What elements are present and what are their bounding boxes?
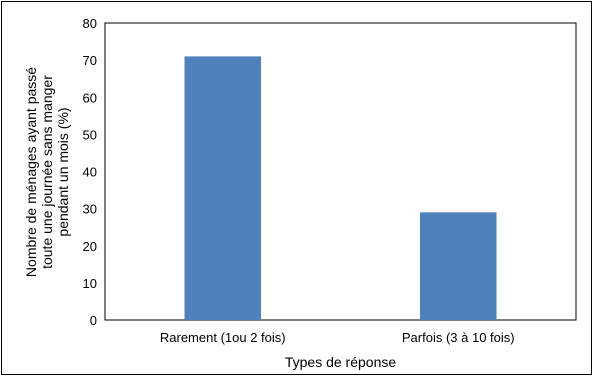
y-axis-ticks: 0 10 20 30 40 50 60 70 80 xyxy=(83,16,97,328)
y-tick-label: 40 xyxy=(83,165,97,180)
y-tick-label: 0 xyxy=(90,313,97,328)
y-tick-label: 10 xyxy=(83,276,97,291)
y-axis-title: Nombre de ménages ayant passétoute une j… xyxy=(23,67,71,277)
y-axis-title-line: Nombre de ménages ayant passé xyxy=(23,67,39,277)
y-tick-label: 50 xyxy=(83,127,97,142)
y-tick-label: 80 xyxy=(83,16,97,31)
x-tick-label: Rarement (1ou 2 fois) xyxy=(160,330,286,345)
x-axis-tick-labels: Rarement (1ou 2 fois) Parfois (3 à 10 foi… xyxy=(160,330,515,345)
y-tick-label: 60 xyxy=(83,90,97,105)
bar xyxy=(184,56,262,320)
y-axis-title-line: pendant un mois (%) xyxy=(55,107,71,236)
y-tick-label: 30 xyxy=(83,202,97,217)
plot-area xyxy=(104,22,577,321)
y-axis-title-line: toute une journée sans manger xyxy=(39,75,55,269)
bars xyxy=(184,56,497,320)
x-tick-label: Parfois (3 à 10 fois) xyxy=(402,330,515,345)
x-axis-title: Types de réponse xyxy=(285,354,397,370)
bar xyxy=(419,212,497,320)
y-tick-label: 20 xyxy=(83,239,97,254)
y-tick-label: 70 xyxy=(83,53,97,68)
